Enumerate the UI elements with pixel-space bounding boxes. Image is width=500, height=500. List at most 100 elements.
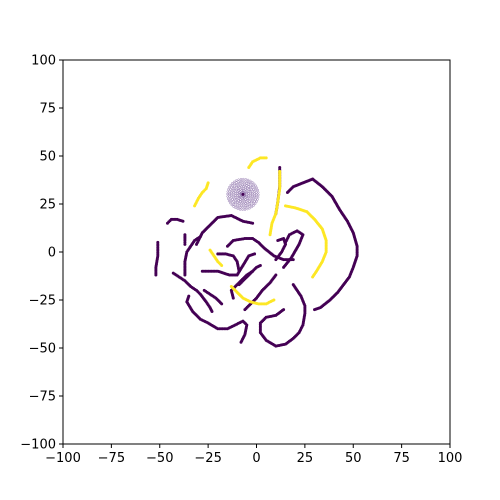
cluster-point: [255, 186, 259, 189]
cluster-point: [240, 185, 243, 188]
cluster-point: [253, 186, 257, 190]
cluster-point: [238, 191, 241, 194]
cluster-point: [255, 200, 258, 203]
cluster-point: [245, 193, 248, 196]
scatter-point: [183, 273, 187, 277]
cluster-point: [248, 205, 251, 208]
cluster-point: [247, 188, 251, 191]
cluster-point: [227, 188, 230, 191]
cluster-point: [234, 196, 238, 199]
cluster-point: [237, 199, 240, 202]
scatter-point: [291, 283, 295, 287]
cluster-point: [226, 195, 229, 198]
scatter-point: [311, 275, 315, 279]
cluster-point: [249, 184, 252, 187]
cluster-point: [249, 198, 252, 202]
cluster-point: [245, 182, 248, 185]
cluster-point: [241, 181, 244, 185]
cluster-point: [251, 186, 254, 189]
cluster-point: [230, 189, 234, 192]
y-tick-label: 75: [39, 102, 56, 117]
cluster-point: [253, 200, 256, 203]
x-tick-label: 50: [345, 451, 362, 466]
cluster-point: [227, 199, 231, 203]
scatter-point: [181, 219, 185, 223]
cluster-point: [240, 196, 243, 200]
cluster-point: [237, 189, 240, 192]
cluster-point: [250, 203, 253, 207]
cluster-point: [248, 200, 251, 203]
cluster-point: [237, 197, 241, 200]
x-tick-label: 75: [393, 451, 410, 466]
cluster-point: [230, 203, 233, 207]
cluster-point: [231, 198, 234, 201]
cluster-point: [246, 203, 250, 206]
cluster-point: [230, 186, 233, 189]
cluster-point: [242, 177, 245, 181]
scatter-point: [220, 302, 224, 306]
cluster-point: [248, 197, 251, 200]
cluster-point: [250, 205, 253, 209]
cluster-point: [246, 186, 249, 190]
cluster-point: [256, 188, 259, 192]
cluster-point: [233, 187, 237, 190]
cluster-point: [229, 183, 232, 187]
x-tick-label: −100: [45, 451, 81, 466]
cluster-point: [235, 179, 238, 182]
cluster-point: [235, 198, 239, 201]
cluster-point: [233, 185, 236, 188]
cluster-point: [232, 200, 235, 203]
cluster-point: [253, 194, 256, 198]
y-tick-label: 0: [48, 246, 56, 261]
scatter-point: [272, 298, 276, 302]
cluster-point: [234, 194, 237, 197]
cluster-point: [241, 189, 245, 192]
cluster-point: [234, 184, 238, 187]
data-marks: [154, 156, 359, 348]
cluster-point: [245, 200, 248, 203]
scatter-point: [276, 238, 280, 242]
cluster-point: [239, 208, 242, 211]
x-tick-label: −50: [146, 451, 173, 466]
cluster-point: [247, 183, 250, 186]
cluster-point: [246, 178, 250, 182]
cluster-point: [248, 207, 251, 210]
cluster-point: [251, 202, 255, 205]
cluster-point: [231, 201, 234, 204]
y-tick-label: 50: [39, 150, 56, 165]
cluster-point: [231, 187, 235, 190]
cluster-point: [245, 191, 248, 195]
scatter-point: [210, 310, 214, 314]
scatter-point: [278, 169, 282, 173]
cluster-point: [226, 192, 229, 196]
cluster-point: [249, 191, 252, 195]
cluster-point: [230, 193, 233, 197]
y-tick-label: 25: [39, 198, 56, 213]
cluster-point: [226, 197, 230, 200]
cluster-point: [237, 178, 240, 181]
cluster-point: [235, 186, 238, 189]
cluster-point: [231, 182, 234, 185]
cluster-point: [229, 201, 232, 205]
cluster-point: [239, 178, 243, 181]
cluster-point: [250, 200, 253, 204]
cluster-point: [240, 204, 243, 207]
cluster-point: [236, 187, 240, 190]
cluster-point: [252, 204, 255, 207]
cluster-point: [250, 183, 254, 186]
cluster-point: [253, 190, 256, 193]
scatter-point: [154, 273, 158, 277]
cluster-point: [238, 186, 241, 189]
scatter-point: [237, 269, 241, 273]
cluster-point: [231, 184, 234, 187]
cluster-point: [248, 181, 252, 185]
scatter-point: [251, 221, 255, 225]
y-tick-label: −75: [29, 390, 56, 405]
cluster-point: [236, 207, 239, 211]
scatter-point: [183, 242, 187, 246]
cluster-point: [252, 188, 255, 191]
cluster-point: [248, 202, 252, 205]
x-tick-label: −75: [98, 451, 125, 466]
